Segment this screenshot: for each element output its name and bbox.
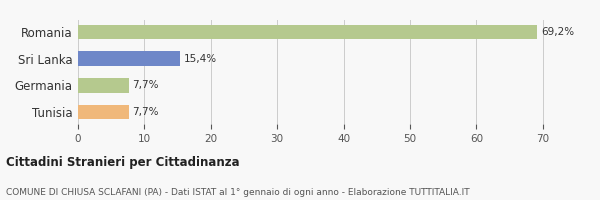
- Text: COMUNE DI CHIUSA SCLAFANI (PA) - Dati ISTAT al 1° gennaio di ogni anno - Elabora: COMUNE DI CHIUSA SCLAFANI (PA) - Dati IS…: [6, 188, 470, 197]
- Text: Cittadini Stranieri per Cittadinanza: Cittadini Stranieri per Cittadinanza: [6, 156, 239, 169]
- Text: 15,4%: 15,4%: [184, 54, 217, 64]
- Text: 7,7%: 7,7%: [133, 107, 159, 117]
- Bar: [78, 78, 129, 93]
- Bar: [78, 105, 129, 119]
- Bar: [78, 51, 180, 66]
- Text: 7,7%: 7,7%: [133, 80, 159, 90]
- Bar: [78, 25, 538, 39]
- Text: 69,2%: 69,2%: [541, 27, 574, 37]
